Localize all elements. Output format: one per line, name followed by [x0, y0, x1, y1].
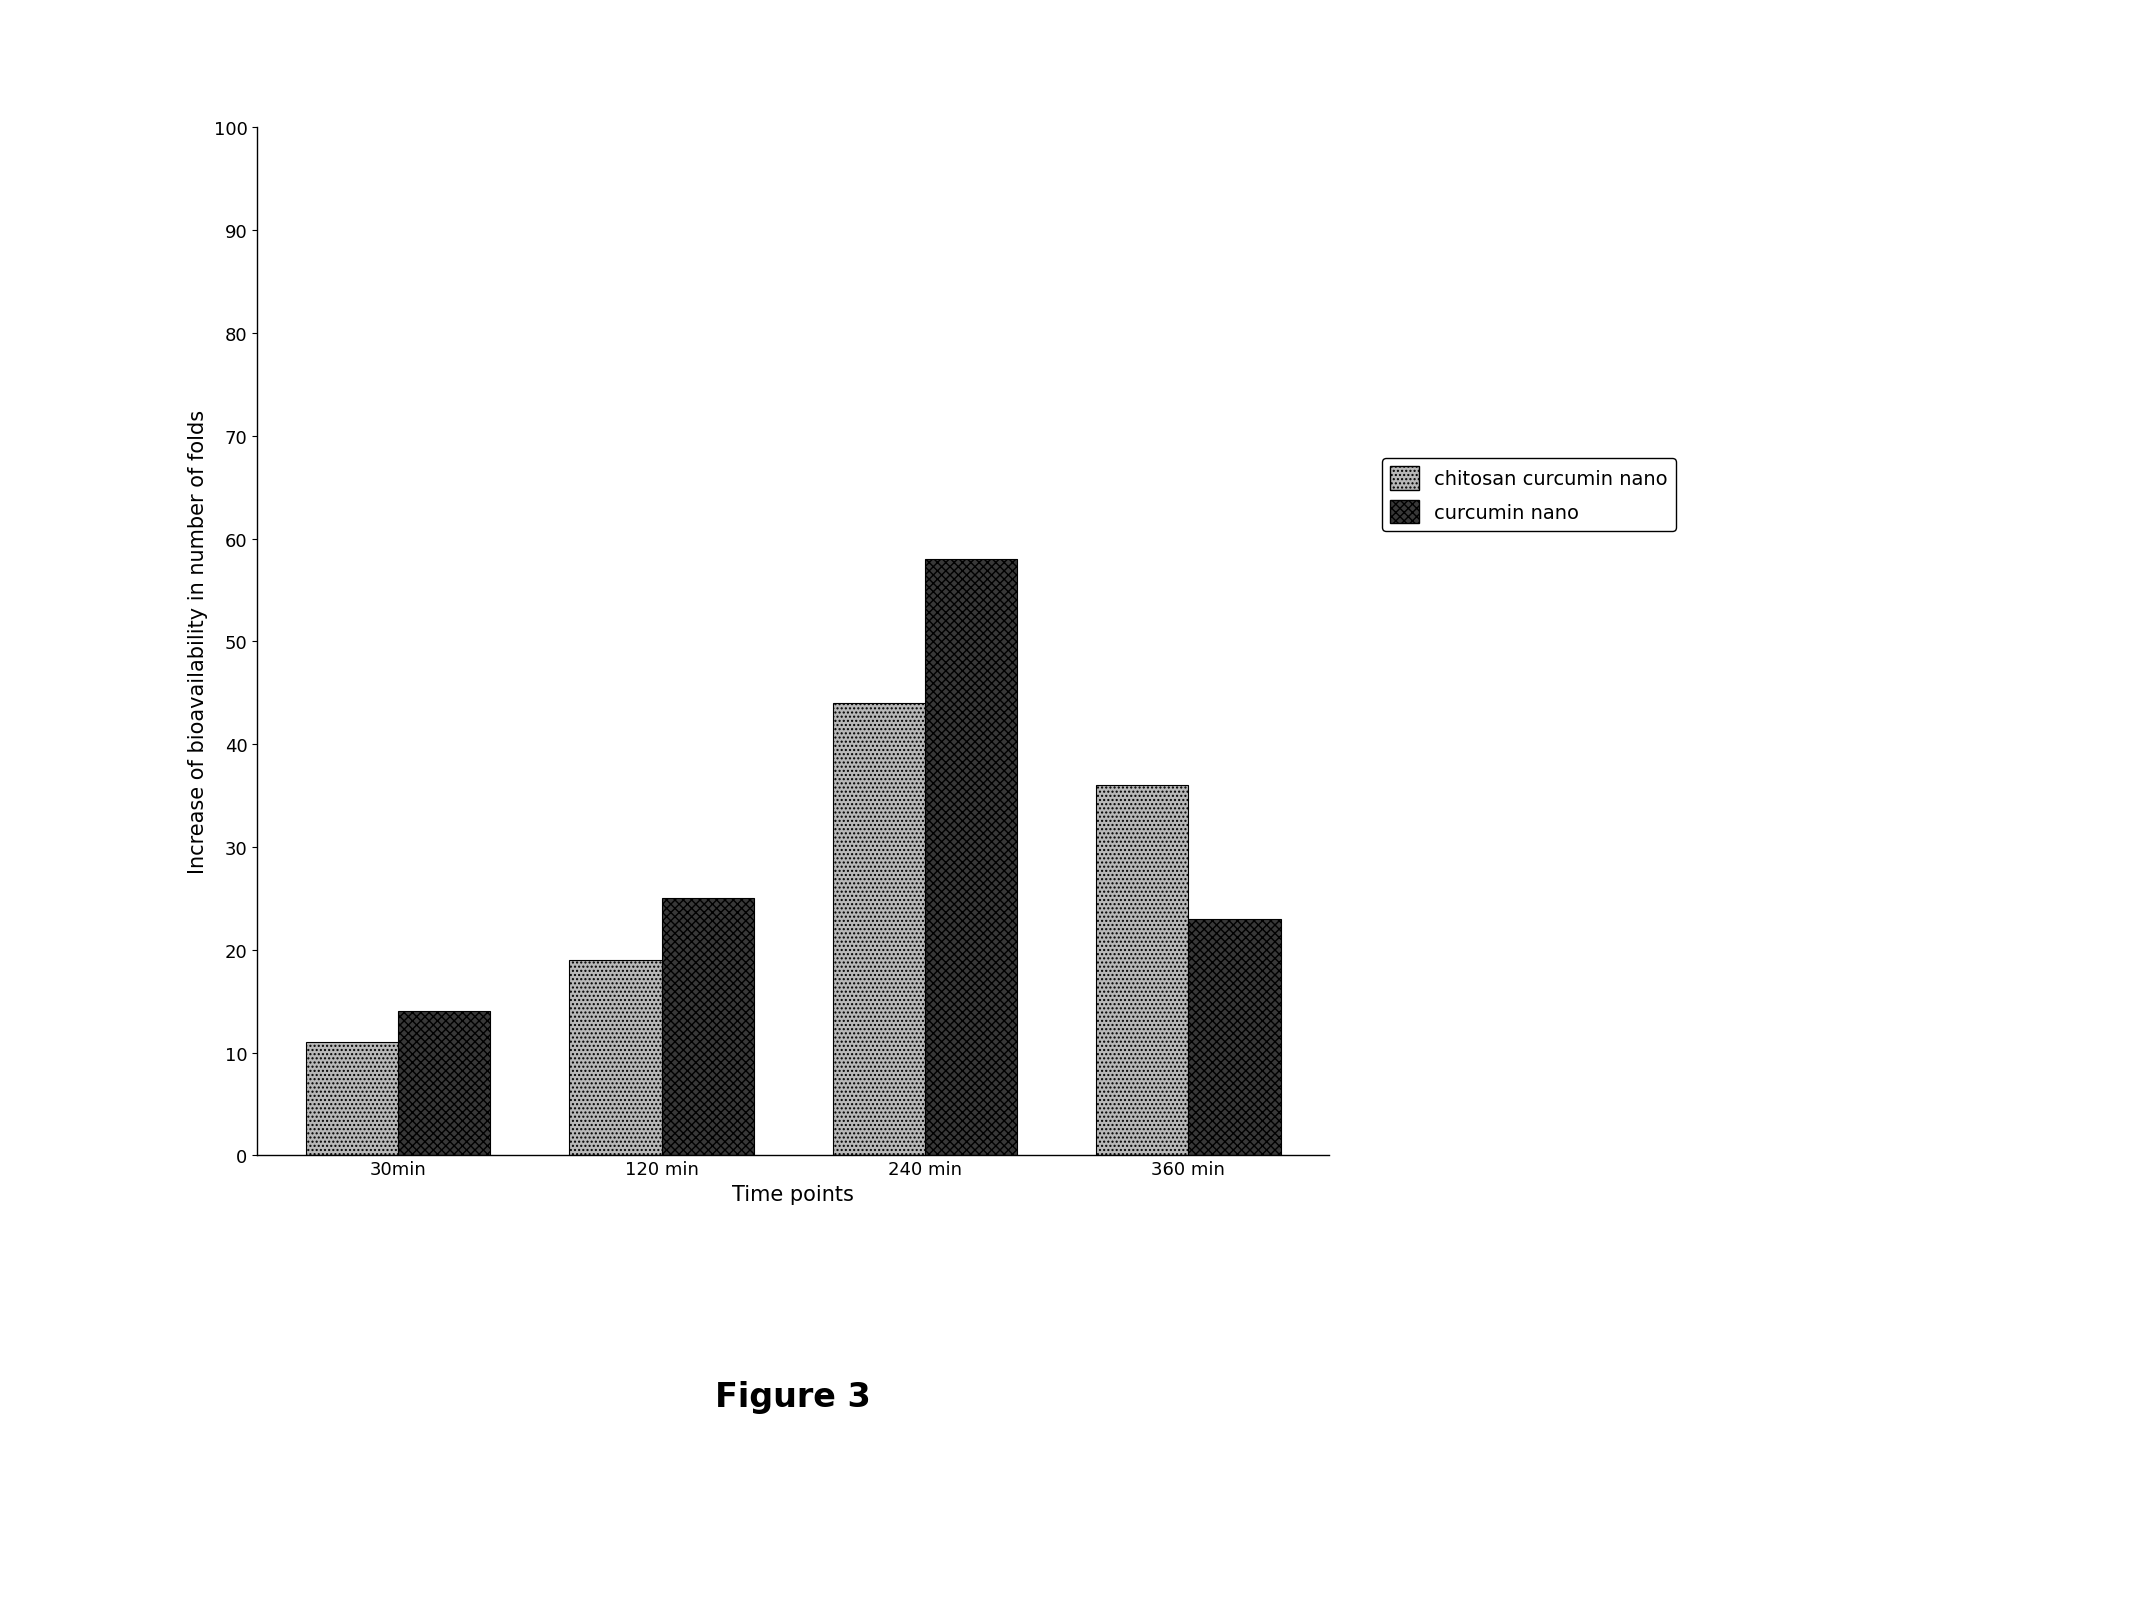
Bar — [924, 560, 1016, 1156]
Bar — [662, 899, 755, 1156]
Legend: chitosan curcumin nano, curcumin nano: chitosan curcumin nano, curcumin nano — [1383, 459, 1677, 531]
Bar — [399, 1011, 491, 1156]
Y-axis label: Increase of bioavailability in number of folds: Increase of bioavailability in number of… — [189, 411, 208, 873]
Bar — [832, 703, 924, 1156]
Text: Figure 3: Figure 3 — [716, 1380, 870, 1412]
Bar — [307, 1043, 399, 1156]
Bar — [570, 960, 662, 1156]
Bar — [1188, 920, 1280, 1156]
Bar — [1096, 786, 1188, 1156]
X-axis label: Time points: Time points — [733, 1184, 853, 1204]
